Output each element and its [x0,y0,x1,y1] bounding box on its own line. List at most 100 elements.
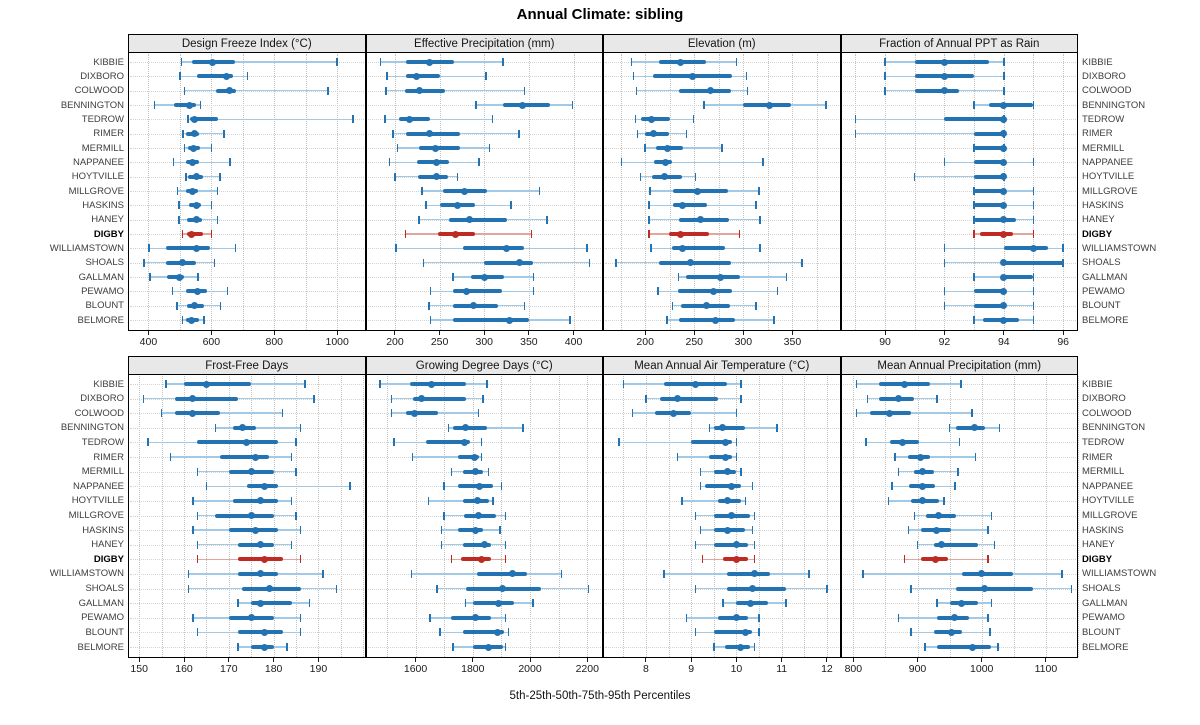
whisker-cap-low [452,643,454,651]
gridline [318,376,320,657]
whisker-cap-high [746,86,749,95]
row-guide [130,305,364,307]
row-guide [367,162,601,164]
median-dot [476,482,484,490]
iqr-bar [453,289,503,294]
whisker-cap-low [388,158,391,167]
gridline [1063,54,1065,330]
gridline [914,54,916,330]
median-dot [981,585,989,593]
whisker-cap-low [421,187,423,195]
iqr-bar [412,396,466,401]
axis-tick-label: 350 [520,336,538,348]
whisker-cap-high [480,438,483,447]
whisker-cap-high [456,172,459,181]
whisker-cap-high [295,438,297,447]
site-label-right: HANEY [1082,539,1115,551]
whisker-cap-low [379,58,382,66]
whisker-cap-high [954,482,956,491]
site-label-right: NAPPANEE [1082,480,1134,492]
whisker-cap-high [197,273,199,281]
site-label-left: NAPPANEE [72,156,124,168]
site-label-right: HANEY [1082,214,1115,226]
whisker-cap-low [429,316,432,324]
whisker-cap-low [178,215,180,224]
whisker-cap-high [532,599,534,608]
whisker-cap-low [650,244,652,253]
axis-tick-label: 11 [776,663,788,675]
median-dot [719,424,727,432]
axis-tick-label: 600 [202,336,221,348]
panel-header: Mean Annual Air Temperature (°C) [603,356,841,375]
site-label-right: MERMILL [1082,142,1125,154]
median-dot [970,424,978,432]
median-dot [193,216,201,224]
median-dot [516,259,524,267]
whisker-cap-low [884,86,886,95]
whisker-line [682,500,746,502]
whisker-cap-low [386,72,388,81]
gridline [816,54,818,330]
gridline [363,376,365,657]
iqr-bar [418,174,448,179]
axis-tick-label: 250 [430,336,449,348]
row-guide [130,248,364,250]
whisker-cap-high [491,115,494,124]
site-label-right: DIXBORO [1082,70,1126,82]
iqr-bar [216,88,236,93]
site-label-left: COLWOOD [74,407,124,419]
whisker-cap-high [758,628,760,637]
iqr-bar [458,455,479,460]
whisker-line [856,412,973,414]
whisker-cap-low [149,273,151,281]
site-label-right: DIXBORO [1082,393,1126,405]
gridline [394,54,396,330]
axis-tick [415,658,417,662]
whisker-cap-high [745,72,748,81]
median-dot [256,599,264,607]
axis-tick-label: 1600 [403,663,428,675]
iqr-bar [727,586,787,591]
iqr-bar [936,645,992,649]
site-label-left: MILLGROVE [68,185,124,197]
whisker-cap-high [1032,201,1035,210]
gridline [184,376,185,657]
whisker-cap-high [219,301,222,310]
iqr-bar [974,131,1004,136]
axis-tick [791,331,793,335]
gridline [340,376,342,657]
median-dot [1000,173,1008,181]
axis-tick [147,331,149,335]
median-dot [226,87,234,95]
whisker-cap-low [237,599,239,608]
axis-tick-label: 300 [475,336,494,348]
iqr-bar [453,318,529,322]
whisker-cap-high [943,496,945,505]
iqr-bar [956,425,985,430]
median-dot [1000,230,1008,238]
whisker-cap-high [694,172,696,181]
whisker-cap-low [943,258,946,267]
site-label-left: SHOALS [85,257,124,269]
row-guide [367,442,601,444]
median-dot [209,58,217,66]
axis-tick-label: 250 [685,336,704,348]
iqr-bar [461,557,492,562]
chart-title: Annual Climate: sibling [516,6,684,23]
site-label-left: KIBBIE [93,56,124,68]
median-dot [940,87,948,95]
whisker-cap-high [751,482,754,491]
whisker-cap-high [960,380,962,388]
iqr-bar [671,246,725,251]
whisker-cap-high [327,86,329,95]
whisker-cap-low [648,230,650,238]
median-dot [426,130,434,138]
iqr-bar [472,601,515,606]
iqr-bar [727,571,771,576]
median-dot [1000,130,1008,138]
whisker-cap-low [913,172,916,181]
whisker-cap-low [903,555,906,564]
iqr-bar [197,74,233,79]
median-dot [265,585,273,593]
median-dot [919,468,927,476]
